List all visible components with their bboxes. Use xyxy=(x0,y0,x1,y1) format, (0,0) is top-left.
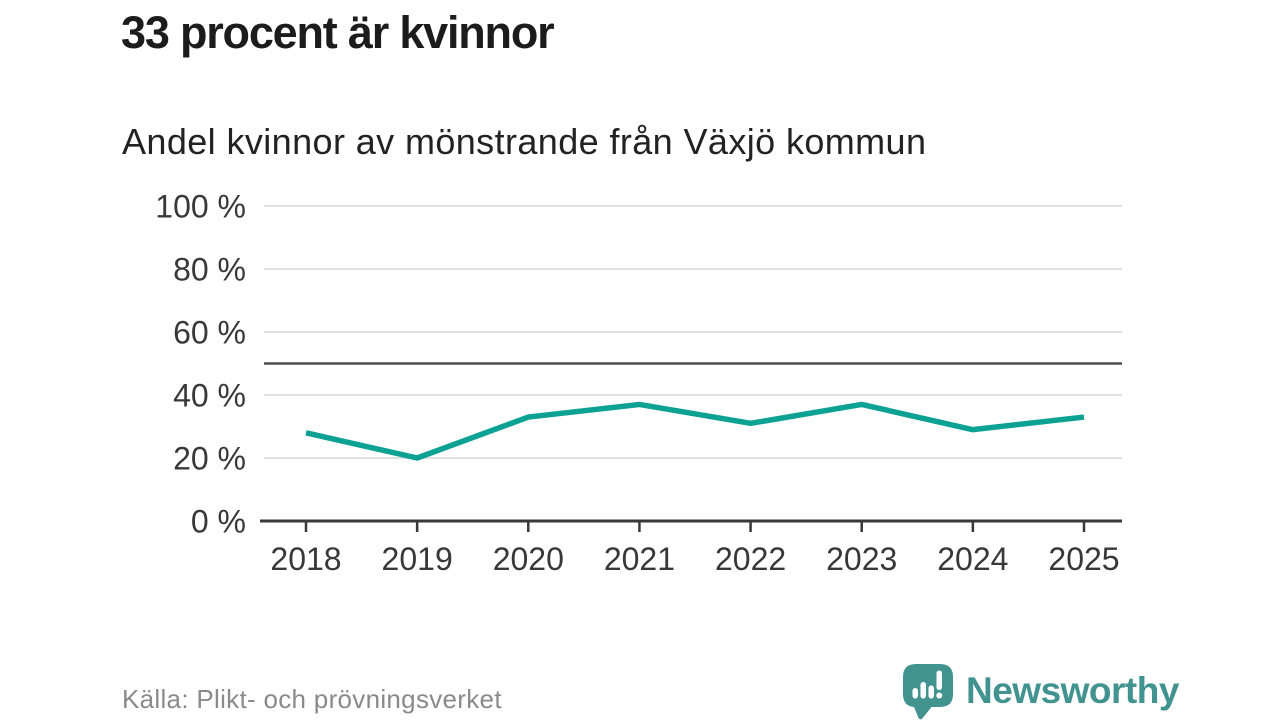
source-note: Källa: Plikt- och prövningsverket xyxy=(122,684,502,714)
chart-title: 33 procent är kvinnor xyxy=(121,7,555,58)
newsworthy-logo: Newsworthy xyxy=(903,662,1179,719)
data-line xyxy=(305,401,1085,461)
y-tick-label: 80 % xyxy=(173,252,246,288)
x-tick-label: 2024 xyxy=(937,541,1008,577)
x-tick-label: 2020 xyxy=(493,541,564,577)
y-tick-label: 60 % xyxy=(173,315,246,351)
x-tick-label: 2022 xyxy=(715,541,786,577)
x-tick-label: 2018 xyxy=(270,541,341,577)
speech-bubble-bar-chart-icon xyxy=(903,663,953,719)
y-tick-label: 20 % xyxy=(173,441,246,477)
y-tick-label: 100 % xyxy=(155,189,246,225)
x-tick-label: 2025 xyxy=(1048,541,1119,577)
y-tick-label: 0 % xyxy=(191,504,246,540)
x-tick-label: 2019 xyxy=(382,541,453,577)
chart-subtitle: Andel kvinnor av mönstrande från Växjö k… xyxy=(122,121,927,162)
y-tick-label: 40 % xyxy=(173,378,246,414)
x-tick-label: 2021 xyxy=(604,541,675,577)
newsworthy-logo-text: Newsworthy xyxy=(966,669,1179,711)
x-tick-label: 2023 xyxy=(826,541,897,577)
